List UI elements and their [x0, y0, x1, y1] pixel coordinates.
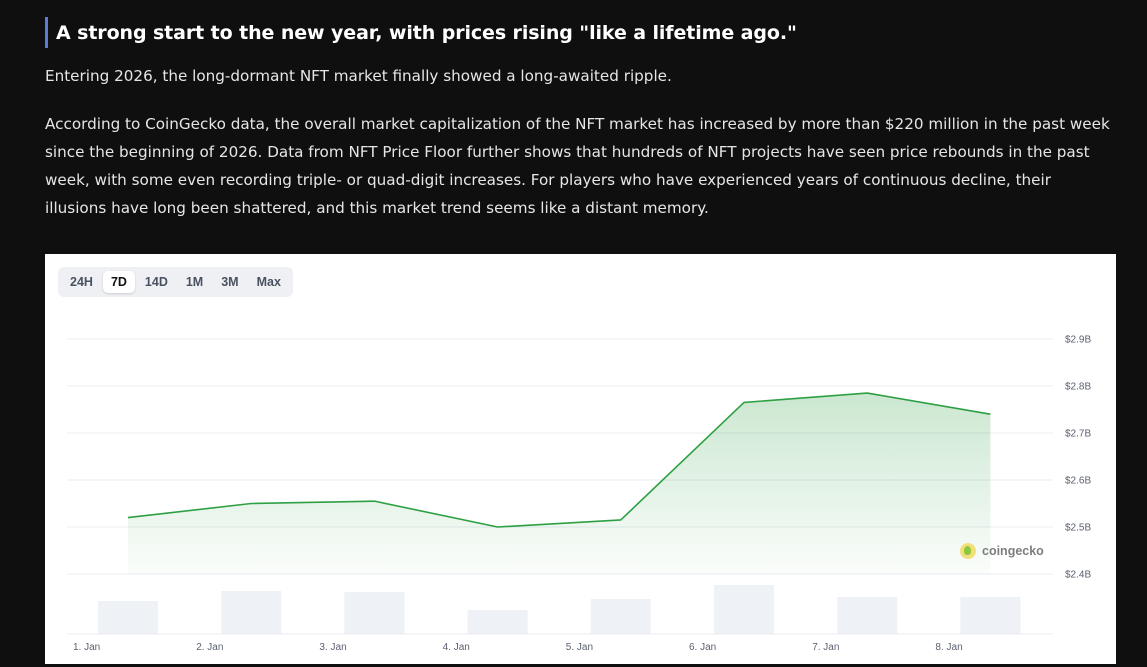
- section-heading-text: A strong start to the new year, with pri…: [56, 21, 797, 44]
- market-cap-chart: $2.9B $2.8B $2.7B $2.6B $2.5B $2.4B 1. Jan 2. J…: [45, 254, 1116, 664]
- x-tick-label: 7. Jan: [812, 642, 839, 653]
- range-1m-button[interactable]: 1M: [185, 275, 204, 289]
- y-tick-label: $2.8B: [1065, 382, 1091, 393]
- y-tick-label: $2.5B: [1065, 523, 1091, 534]
- volume-bar: [837, 597, 898, 634]
- range-14d-button[interactable]: 14D: [144, 275, 168, 289]
- range-7d-button[interactable]: 7D: [102, 271, 135, 293]
- x-tick-label: 6. Jan: [689, 642, 716, 653]
- x-tick-label: 2. Jan: [196, 642, 223, 653]
- range-3m-button[interactable]: 3M: [221, 275, 239, 289]
- range-24h-button[interactable]: 24H: [70, 275, 93, 289]
- x-tick-label: 3. Jan: [319, 642, 346, 653]
- volume-bar: [344, 592, 405, 634]
- intro-paragraph: Entering 2026, the long-dormant NFT mark…: [45, 67, 672, 85]
- section-heading: A strong start to the new year, with pri…: [45, 17, 797, 48]
- volume-bar: [467, 610, 528, 634]
- x-tick-label: 5. Jan: [566, 642, 593, 653]
- y-tick-label: $2.9B: [1065, 335, 1091, 346]
- market-cap-chart-svg: $2.9B $2.8B $2.7B $2.6B $2.5B $2.4B 1. Jan 2. J…: [67, 335, 1091, 653]
- time-range-selector: 24H 7D 14D 1M 3M Max: [58, 267, 293, 297]
- coingecko-watermark-text: coingecko: [982, 544, 1044, 558]
- volume-bar: [590, 599, 651, 634]
- volume-bar: [960, 597, 1021, 634]
- x-tick-label: 1. Jan: [73, 642, 100, 653]
- volume-bar: [221, 591, 282, 634]
- series-area: [128, 393, 991, 574]
- y-tick-label: $2.4B: [1065, 570, 1091, 581]
- y-tick-label: $2.6B: [1065, 476, 1091, 487]
- y-tick-label: $2.7B: [1065, 429, 1091, 440]
- range-max-button[interactable]: Max: [256, 275, 281, 289]
- series-line: [127, 392, 991, 528]
- x-tick-label: 4. Jan: [443, 642, 470, 653]
- body-paragraph: According to CoinGecko data, the overall…: [45, 115, 1110, 217]
- coingecko-watermark: coingecko: [960, 543, 1044, 559]
- volume-bar: [98, 601, 158, 634]
- x-tick-label: 8. Jan: [935, 642, 962, 653]
- volume-bar: [714, 585, 774, 634]
- gecko-icon: [960, 543, 976, 559]
